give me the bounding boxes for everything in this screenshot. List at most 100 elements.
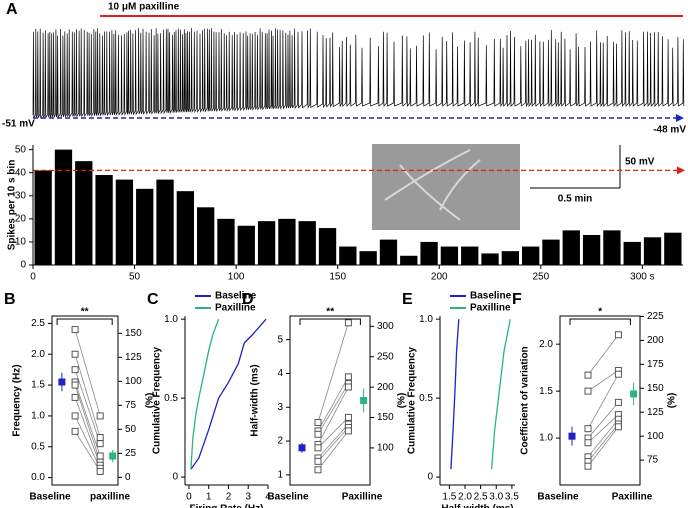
panel-label: C	[147, 291, 159, 308]
cell-point	[71, 427, 79, 435]
cell-point	[96, 452, 104, 460]
voltage-trace	[32, 28, 685, 119]
bar	[562, 230, 580, 265]
series-line	[450, 319, 460, 470]
tick-label: 300	[377, 321, 394, 332]
pair-line	[317, 383, 349, 435]
tick-label: 150	[329, 272, 346, 283]
axis-label: (%)	[397, 393, 408, 409]
cell-point	[344, 383, 352, 391]
cell-point	[96, 440, 104, 448]
pair-line	[317, 386, 349, 445]
cell-point	[344, 373, 352, 381]
tick-label: 175	[647, 359, 664, 370]
tick-label: 250	[532, 272, 549, 283]
tick-label: 1.5	[539, 386, 553, 397]
plot-frame	[289, 315, 371, 486]
tick-label: 0	[427, 472, 433, 483]
cell-point	[344, 413, 352, 421]
cell-point	[71, 366, 79, 374]
tick-label: 0.5	[164, 393, 178, 404]
pair-line	[317, 427, 349, 462]
trace-line	[32, 28, 685, 119]
cell-point	[344, 427, 352, 435]
category-label: Baseline	[29, 492, 71, 503]
bar	[582, 235, 601, 265]
tick-label: 10	[15, 237, 27, 248]
bar	[257, 221, 276, 265]
tick-label: 0	[20, 260, 26, 271]
tick-label: 1.0	[31, 411, 45, 422]
cell-point	[584, 387, 592, 395]
cell-point	[71, 326, 79, 334]
cell-point	[71, 350, 79, 358]
category-label: Paxilline	[342, 492, 383, 503]
tick-label: 50	[125, 424, 137, 435]
tick-label: 1.5	[31, 380, 45, 391]
mean-point	[568, 432, 576, 440]
bar	[156, 179, 174, 265]
bar	[400, 255, 418, 265]
tick-label: 0	[125, 472, 131, 483]
bar	[95, 175, 113, 265]
bar	[420, 241, 438, 265]
category-label: Baseline	[537, 492, 579, 503]
tick-label: 3	[245, 492, 251, 503]
significance-bracket	[569, 318, 631, 325]
tick-label: 20	[15, 213, 27, 224]
annotation: -51 mV	[2, 119, 35, 130]
annotation: -48 mV	[653, 125, 686, 136]
bar	[522, 246, 540, 265]
bar	[115, 179, 134, 265]
arrow-head	[677, 166, 685, 175]
mean-point	[109, 452, 117, 460]
bar	[136, 188, 154, 265]
pair-line	[74, 329, 101, 417]
pair-line	[587, 334, 619, 376]
cell-point	[614, 423, 622, 431]
mean-point	[360, 397, 368, 404]
tick-label: 0	[186, 492, 192, 503]
tick-label: 200	[377, 382, 394, 393]
pair-line	[317, 423, 349, 459]
significance-bracket	[299, 318, 361, 325]
bar	[75, 161, 93, 265]
pair-line	[74, 381, 101, 457]
significance: *	[598, 307, 602, 318]
tick-label: 25	[125, 448, 137, 459]
tick-label: 75	[647, 455, 659, 466]
axis-label: (%)	[145, 393, 156, 409]
pair-line	[74, 431, 101, 472]
cell-point	[96, 467, 104, 475]
tick-label: 225	[647, 311, 664, 322]
cell-point	[614, 398, 622, 406]
inset-image	[372, 144, 520, 230]
mean-point	[298, 444, 306, 452]
axis-label: (%)	[667, 393, 678, 409]
pair-line	[587, 426, 619, 467]
bar	[34, 170, 52, 265]
bar	[217, 218, 235, 265]
tick-label: 0	[172, 472, 178, 483]
cell-point	[314, 466, 322, 474]
mean-point	[58, 378, 66, 386]
tick-label: 150	[125, 328, 142, 339]
tick-label: 4	[277, 368, 283, 379]
tick-label: 1	[277, 470, 283, 481]
cell-point	[314, 430, 322, 438]
tick-label: 2.0	[458, 492, 472, 503]
bar	[318, 228, 337, 265]
tick-label: 0.5	[31, 441, 45, 452]
cell-point	[614, 370, 622, 378]
tick-label: 2.5	[31, 318, 45, 329]
axis-label: Half-width (ms)	[250, 364, 261, 436]
pair-line	[587, 414, 619, 444]
bar	[237, 225, 255, 265]
tick-label: 5	[277, 334, 283, 345]
tick-label: 150	[647, 383, 664, 394]
pair-line	[317, 322, 349, 423]
legend-label: Paxilline	[215, 303, 256, 314]
pair-line	[587, 370, 619, 392]
cell-point	[314, 444, 322, 452]
axis-label: Half-width (ms)	[441, 504, 513, 508]
